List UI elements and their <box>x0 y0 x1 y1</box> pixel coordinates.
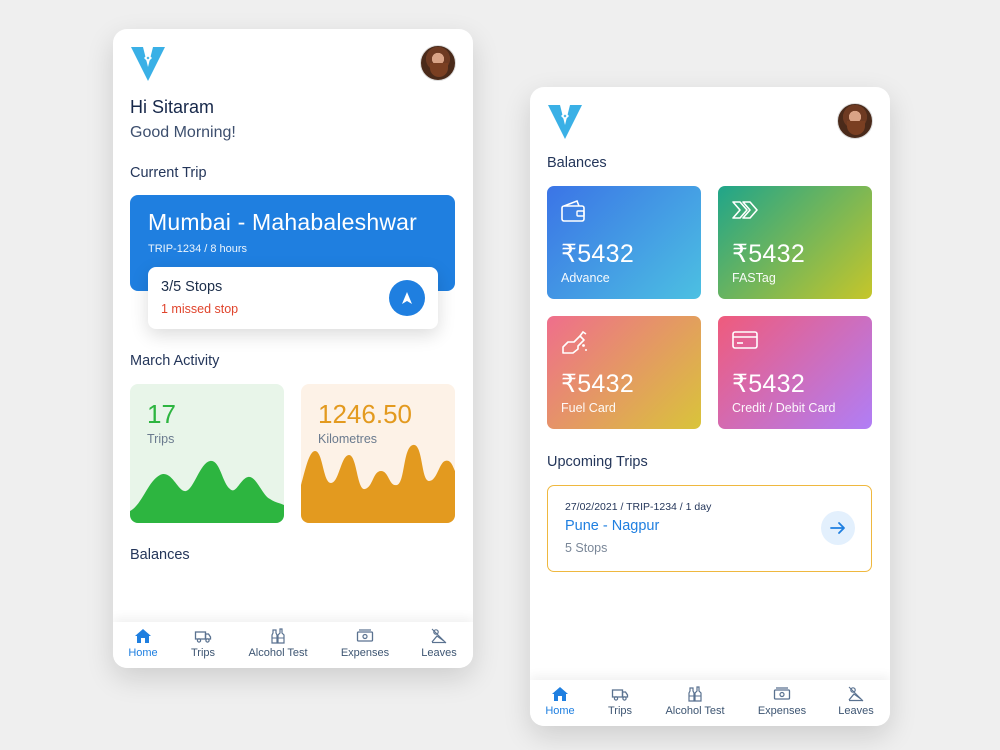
open-trip-button[interactable] <box>821 511 855 545</box>
trips-value: 17 <box>147 399 176 429</box>
upcoming-trip-meta: 27/02/2021 / TRIP-1234 / 1 day <box>565 501 712 513</box>
avatar[interactable] <box>420 45 456 81</box>
truck-icon <box>611 689 629 701</box>
tab-label: Alcohol Test <box>248 647 308 659</box>
home-icon <box>135 629 151 643</box>
balance-amount: ₹5432 <box>732 240 806 268</box>
tab-home[interactable]: Home <box>530 686 600 717</box>
avatar[interactable] <box>837 103 873 139</box>
kilometres-sparkline <box>301 444 455 523</box>
sub-greeting: Good Morning! <box>130 124 236 141</box>
home-screen: Hi Sitaram Good Morning! Current Trip Mu… <box>113 29 473 668</box>
tab-expenses[interactable]: Expenses <box>742 686 822 717</box>
balances-screen: Balances ₹5432 Advance ₹5432 FASTag ₹543… <box>530 87 890 726</box>
tab-leaves[interactable]: Leaves <box>816 686 890 717</box>
balances-title: Balances <box>130 547 190 563</box>
tab-leaves[interactable]: Leaves <box>399 628 473 659</box>
chevrons-icon <box>732 201 758 219</box>
app-logo <box>548 105 582 139</box>
balance-card-credit-debit[interactable]: ₹5432 Credit / Debit Card <box>718 316 872 429</box>
balance-card-fastag[interactable]: ₹5432 FASTag <box>718 186 872 299</box>
fuel-nozzle-icon <box>562 330 587 354</box>
march-activity-title: March Activity <box>130 353 220 369</box>
tab-trips[interactable]: Trips <box>580 686 660 717</box>
bottom-tab-bar: Home Trips Alcohol Test Expenses Leaves <box>530 680 890 726</box>
tab-label: Alcohol Test <box>665 705 725 717</box>
arrow-right-icon <box>830 522 845 534</box>
app-logo <box>131 47 165 81</box>
balance-amount: ₹5432 <box>561 240 635 268</box>
bottles-icon <box>271 628 285 644</box>
greeting: Hi Sitaram <box>130 97 215 117</box>
tab-label: Expenses <box>757 705 807 717</box>
navigate-button[interactable] <box>389 280 425 316</box>
truck-icon <box>194 631 212 643</box>
stops-card[interactable]: 3/5 Stops 1 missed stop <box>148 267 438 329</box>
current-trip-title: Current Trip <box>130 165 207 181</box>
sleeping-icon <box>431 628 447 644</box>
tab-label: Home <box>128 647 158 659</box>
trips-sparkline <box>130 460 284 523</box>
kilometres-stat-card[interactable]: 1246.50 Kilometres <box>301 384 455 523</box>
tab-alcohol-test[interactable]: Alcohol Test <box>655 686 735 717</box>
upcoming-trip-stops: 5 Stops <box>565 541 608 555</box>
upcoming-trip-route: Pune - Nagpur <box>565 518 660 534</box>
navigation-arrow-icon <box>402 292 412 304</box>
tab-label: Home <box>545 705 575 717</box>
tab-label: Leaves <box>838 705 874 717</box>
tab-label: Trips <box>190 647 216 659</box>
balance-amount: ₹5432 <box>732 370 806 398</box>
stops-count: 3/5 Stops <box>161 279 223 295</box>
upcoming-trip-card[interactable]: 27/02/2021 / TRIP-1234 / 1 day Pune - Na… <box>547 485 872 572</box>
missed-stops: 1 missed stop <box>161 302 239 316</box>
banknote-icon <box>773 687 791 700</box>
trips-label: Trips <box>147 432 175 446</box>
home-icon <box>552 687 568 701</box>
kilometres-label: Kilometres <box>318 432 378 446</box>
credit-card-icon <box>732 331 758 349</box>
balance-label: Fuel Card <box>561 401 616 415</box>
balance-label: Advance <box>561 271 610 285</box>
tab-label: Expenses <box>340 647 390 659</box>
tab-alcohol-test[interactable]: Alcohol Test <box>238 628 318 659</box>
balance-label: FASTag <box>732 271 776 285</box>
balance-label: Credit / Debit Card <box>732 401 836 415</box>
bottom-tab-bar: Home Trips Alcohol Test Expenses Leaves <box>113 622 473 668</box>
upcoming-trips-title: Upcoming Trips <box>547 454 648 470</box>
kilometres-value: 1246.50 <box>318 399 412 429</box>
balance-card-fuel[interactable]: ₹5432 Fuel Card <box>547 316 701 429</box>
balances-title: Balances <box>547 155 607 171</box>
trip-route: Mumbai - Mahabaleshwar <box>148 209 418 235</box>
tab-home[interactable]: Home <box>113 628 183 659</box>
trips-stat-card[interactable]: 17 Trips <box>130 384 284 523</box>
tab-trips[interactable]: Trips <box>163 628 243 659</box>
balance-card-advance[interactable]: ₹5432 Advance <box>547 186 701 299</box>
trip-meta: TRIP-1234 / 8 hours <box>148 243 248 255</box>
wallet-icon <box>561 199 585 222</box>
bottles-icon <box>688 686 702 702</box>
tab-expenses[interactable]: Expenses <box>325 628 405 659</box>
balance-amount: ₹5432 <box>561 370 635 398</box>
tab-label: Leaves <box>421 647 457 659</box>
banknote-icon <box>356 629 374 642</box>
sleeping-icon <box>848 686 864 702</box>
tab-label: Trips <box>607 705 633 717</box>
